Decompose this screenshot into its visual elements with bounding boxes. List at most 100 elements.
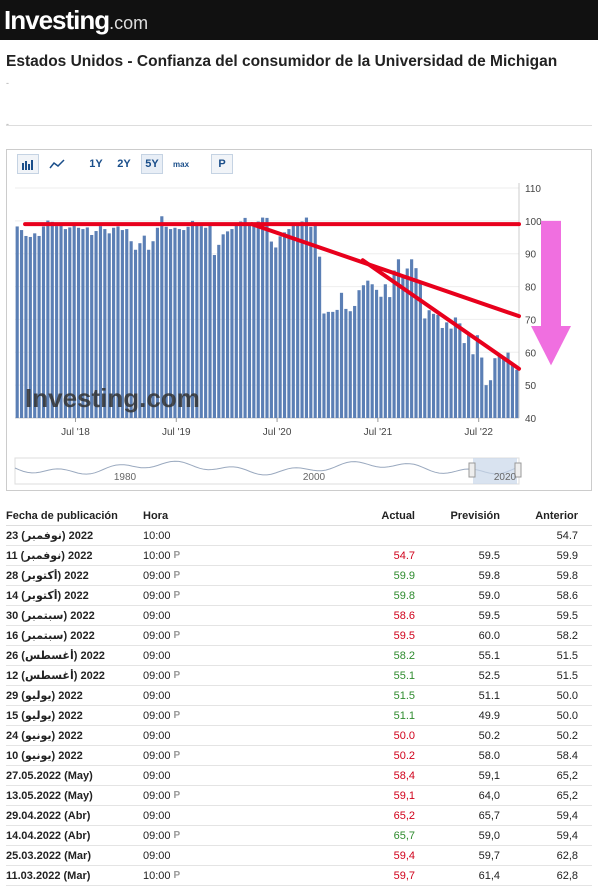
row-actual: 59.5 bbox=[393, 629, 415, 642]
row-hora: 09:00 bbox=[143, 810, 303, 822]
bar bbox=[488, 380, 493, 418]
row-prevision: 59,1 bbox=[478, 769, 500, 782]
bar-chart-icon[interactable] bbox=[17, 154, 39, 174]
table-row: 30 (سبتمبر) 2022 09:00 58.6 59.5 59.5 bbox=[6, 606, 592, 626]
row-date: 26 (أغسطس) 2022 bbox=[6, 650, 105, 662]
bar bbox=[339, 292, 344, 418]
bar bbox=[261, 217, 265, 418]
bar bbox=[112, 227, 116, 418]
bar bbox=[396, 259, 401, 418]
down-arrow-head bbox=[531, 326, 571, 366]
range-2y-button[interactable]: 2Y bbox=[117, 158, 131, 170]
bar bbox=[291, 224, 295, 418]
bar bbox=[190, 220, 195, 418]
header-actual: Actual bbox=[381, 509, 415, 522]
row-hora: 09:00 P bbox=[143, 590, 303, 602]
table-row: 29.04.2022 (Abr) 09:00 65,2 65,7 59,4 bbox=[6, 806, 592, 826]
table-row: 26 (أغسطس) 2022 09:00 58.2 55.1 51.5 bbox=[6, 646, 592, 666]
row-actual: 59,7 bbox=[393, 869, 415, 882]
row-anterior: 50.0 bbox=[556, 689, 578, 702]
header-date[interactable]: Fecha de publicación bbox=[6, 509, 118, 522]
bar bbox=[46, 220, 50, 418]
subtitle-mark: - bbox=[6, 78, 9, 88]
range-5y-button[interactable]: 5Y bbox=[141, 154, 163, 174]
bar bbox=[19, 230, 24, 418]
navigator-label: 2020 bbox=[494, 472, 517, 483]
row-hora: 09:00 bbox=[143, 650, 303, 662]
header-prevision: Previsión bbox=[450, 509, 500, 522]
table-row: 24 (يونيو) 2022 09:00 50.0 50.2 50.2 bbox=[6, 726, 592, 746]
bar bbox=[331, 311, 335, 418]
y-tick-label: 100 bbox=[525, 217, 542, 228]
bar bbox=[186, 226, 190, 418]
bar bbox=[90, 234, 94, 418]
row-hora: 09:00 bbox=[143, 610, 303, 622]
row-actual: 50.0 bbox=[393, 729, 415, 742]
row-actual: 65,7 bbox=[393, 829, 415, 842]
bar bbox=[225, 231, 230, 418]
row-time: 09:00 bbox=[143, 749, 171, 762]
bar bbox=[282, 232, 287, 418]
bar bbox=[309, 226, 313, 418]
bar bbox=[401, 277, 405, 418]
bar bbox=[383, 284, 387, 418]
investing-logo[interactable]: Investing .com bbox=[4, 5, 148, 36]
bar bbox=[142, 235, 146, 418]
table-row: 16 (سبتمبر) 2022 09:00 P 59.5 60.0 58.2 bbox=[6, 626, 592, 646]
chart-panel: 1Y 2Y 5Y max P 40 50 60 70 80 90 100 110 Investi… bbox=[6, 149, 592, 491]
navigator-label: 2000 bbox=[303, 472, 326, 483]
bar bbox=[234, 223, 238, 418]
navigator bbox=[14, 457, 520, 485]
row-prevision: 60.0 bbox=[478, 629, 500, 642]
row-time: 09:00 bbox=[143, 729, 171, 742]
bar bbox=[287, 229, 291, 418]
row-hora: 09:00 P bbox=[143, 750, 303, 762]
preliminary-icon: P bbox=[173, 630, 181, 641]
bar bbox=[458, 323, 462, 418]
row-hora: 10:00 bbox=[143, 530, 303, 542]
bar bbox=[173, 227, 177, 418]
row-time: 09:00 bbox=[143, 669, 171, 682]
row-anterior: 58.6 bbox=[556, 589, 578, 602]
bar bbox=[212, 255, 216, 418]
bar bbox=[155, 227, 160, 418]
bar bbox=[480, 357, 484, 418]
line-chart-icon[interactable] bbox=[45, 154, 69, 174]
row-date: 29 (يوليو) 2022 bbox=[6, 690, 83, 702]
navigator-selection bbox=[473, 458, 517, 484]
row-anterior: 59.8 bbox=[556, 569, 578, 582]
x-tick-label: Jul '18 bbox=[61, 427, 90, 438]
row-hora: 09:00 P bbox=[143, 790, 303, 802]
logo-suffix: .com bbox=[109, 12, 149, 33]
row-date: 16 (سبتمبر) 2022 bbox=[6, 630, 95, 642]
bar bbox=[410, 259, 414, 418]
row-prevision: 59.5 bbox=[478, 549, 500, 562]
bar bbox=[506, 352, 510, 418]
row-anterior: 50.2 bbox=[556, 729, 578, 742]
range-max-button[interactable]: max bbox=[173, 159, 190, 169]
bar bbox=[182, 230, 186, 418]
row-hora: 09:00 bbox=[143, 770, 303, 782]
x-tick-label: Jul '20 bbox=[263, 427, 292, 438]
row-date: 10 (يونيو) 2022 bbox=[6, 750, 83, 762]
row-anterior: 51.5 bbox=[556, 649, 578, 662]
range-1y-button[interactable]: 1Y bbox=[89, 158, 103, 170]
bar bbox=[28, 236, 32, 418]
table-row: 11 (نوفمبر) 2022 10:00 P 54.7 59.5 59.9 bbox=[6, 546, 592, 566]
bar bbox=[370, 284, 374, 418]
row-time: 09:00 bbox=[143, 709, 171, 722]
bar bbox=[318, 256, 322, 418]
preliminary-icon: P bbox=[173, 870, 181, 881]
preliminary-toggle-button[interactable]: P bbox=[211, 154, 234, 174]
bar bbox=[515, 369, 519, 418]
row-time: 10:00 bbox=[143, 549, 171, 562]
row-anterior: 58.4 bbox=[556, 749, 578, 762]
row-prevision: 59.5 bbox=[478, 609, 500, 622]
row-time: 09:00 bbox=[143, 689, 171, 702]
bar bbox=[160, 216, 164, 418]
bar bbox=[418, 282, 422, 418]
bar bbox=[296, 223, 300, 418]
bar bbox=[313, 224, 317, 418]
table-row: 11.03.2022 (Mar) 10:00 P 59,7 61,4 62,8 bbox=[6, 866, 592, 886]
bar bbox=[252, 223, 256, 418]
